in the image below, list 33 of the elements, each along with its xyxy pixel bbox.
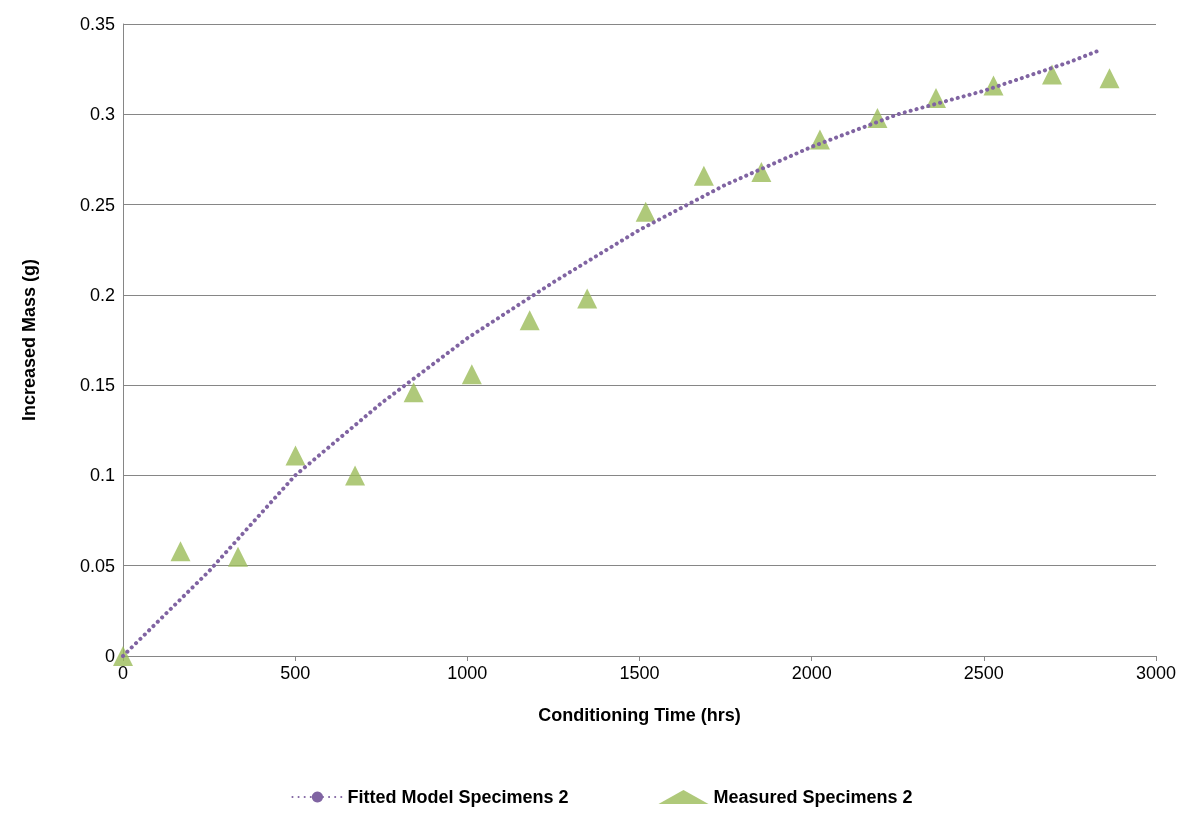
- point: [403, 382, 424, 403]
- y-tick-label: 0.05: [79, 555, 115, 576]
- point: [751, 162, 772, 183]
- point: [693, 165, 714, 186]
- x-tick-label: 0: [117, 663, 129, 683]
- point: [113, 646, 133, 666]
- legend-label: Fitted Model Specimens 2: [347, 787, 569, 807]
- y-tick-label: 0.15: [79, 375, 115, 396]
- y-tick-label: 0.35: [79, 14, 115, 34]
- x-tick-label: 500: [280, 663, 311, 683]
- x-tick-label: 2500: [963, 663, 1004, 683]
- y-axis-title: Increased Mass (g): [19, 258, 39, 422]
- y-tick-label: 0.2: [89, 284, 115, 305]
- point: [170, 541, 191, 562]
- point: [461, 364, 482, 385]
- point: [1099, 68, 1120, 89]
- point: [345, 465, 366, 486]
- x-tick-label: 3000: [1135, 663, 1177, 683]
- legend-label: Measured Specimens 2: [713, 787, 913, 807]
- point: [1042, 64, 1063, 85]
- point: [285, 445, 306, 466]
- point: [519, 310, 540, 331]
- y-tick-label: 0.3: [89, 104, 115, 125]
- x-tick-label: 1000: [447, 663, 488, 683]
- x-axis-title: Conditioning Time (hrs): [538, 705, 741, 725]
- y-tick-label: 0.25: [79, 194, 115, 215]
- y-tick-label: 0: [104, 646, 115, 666]
- x-tick-label: 2000: [791, 663, 832, 683]
- x-tick-label: 1500: [619, 663, 660, 683]
- y-tick-label: 0.1: [89, 465, 115, 486]
- point: [635, 201, 656, 222]
- point: [228, 546, 249, 567]
- point: [577, 288, 598, 309]
